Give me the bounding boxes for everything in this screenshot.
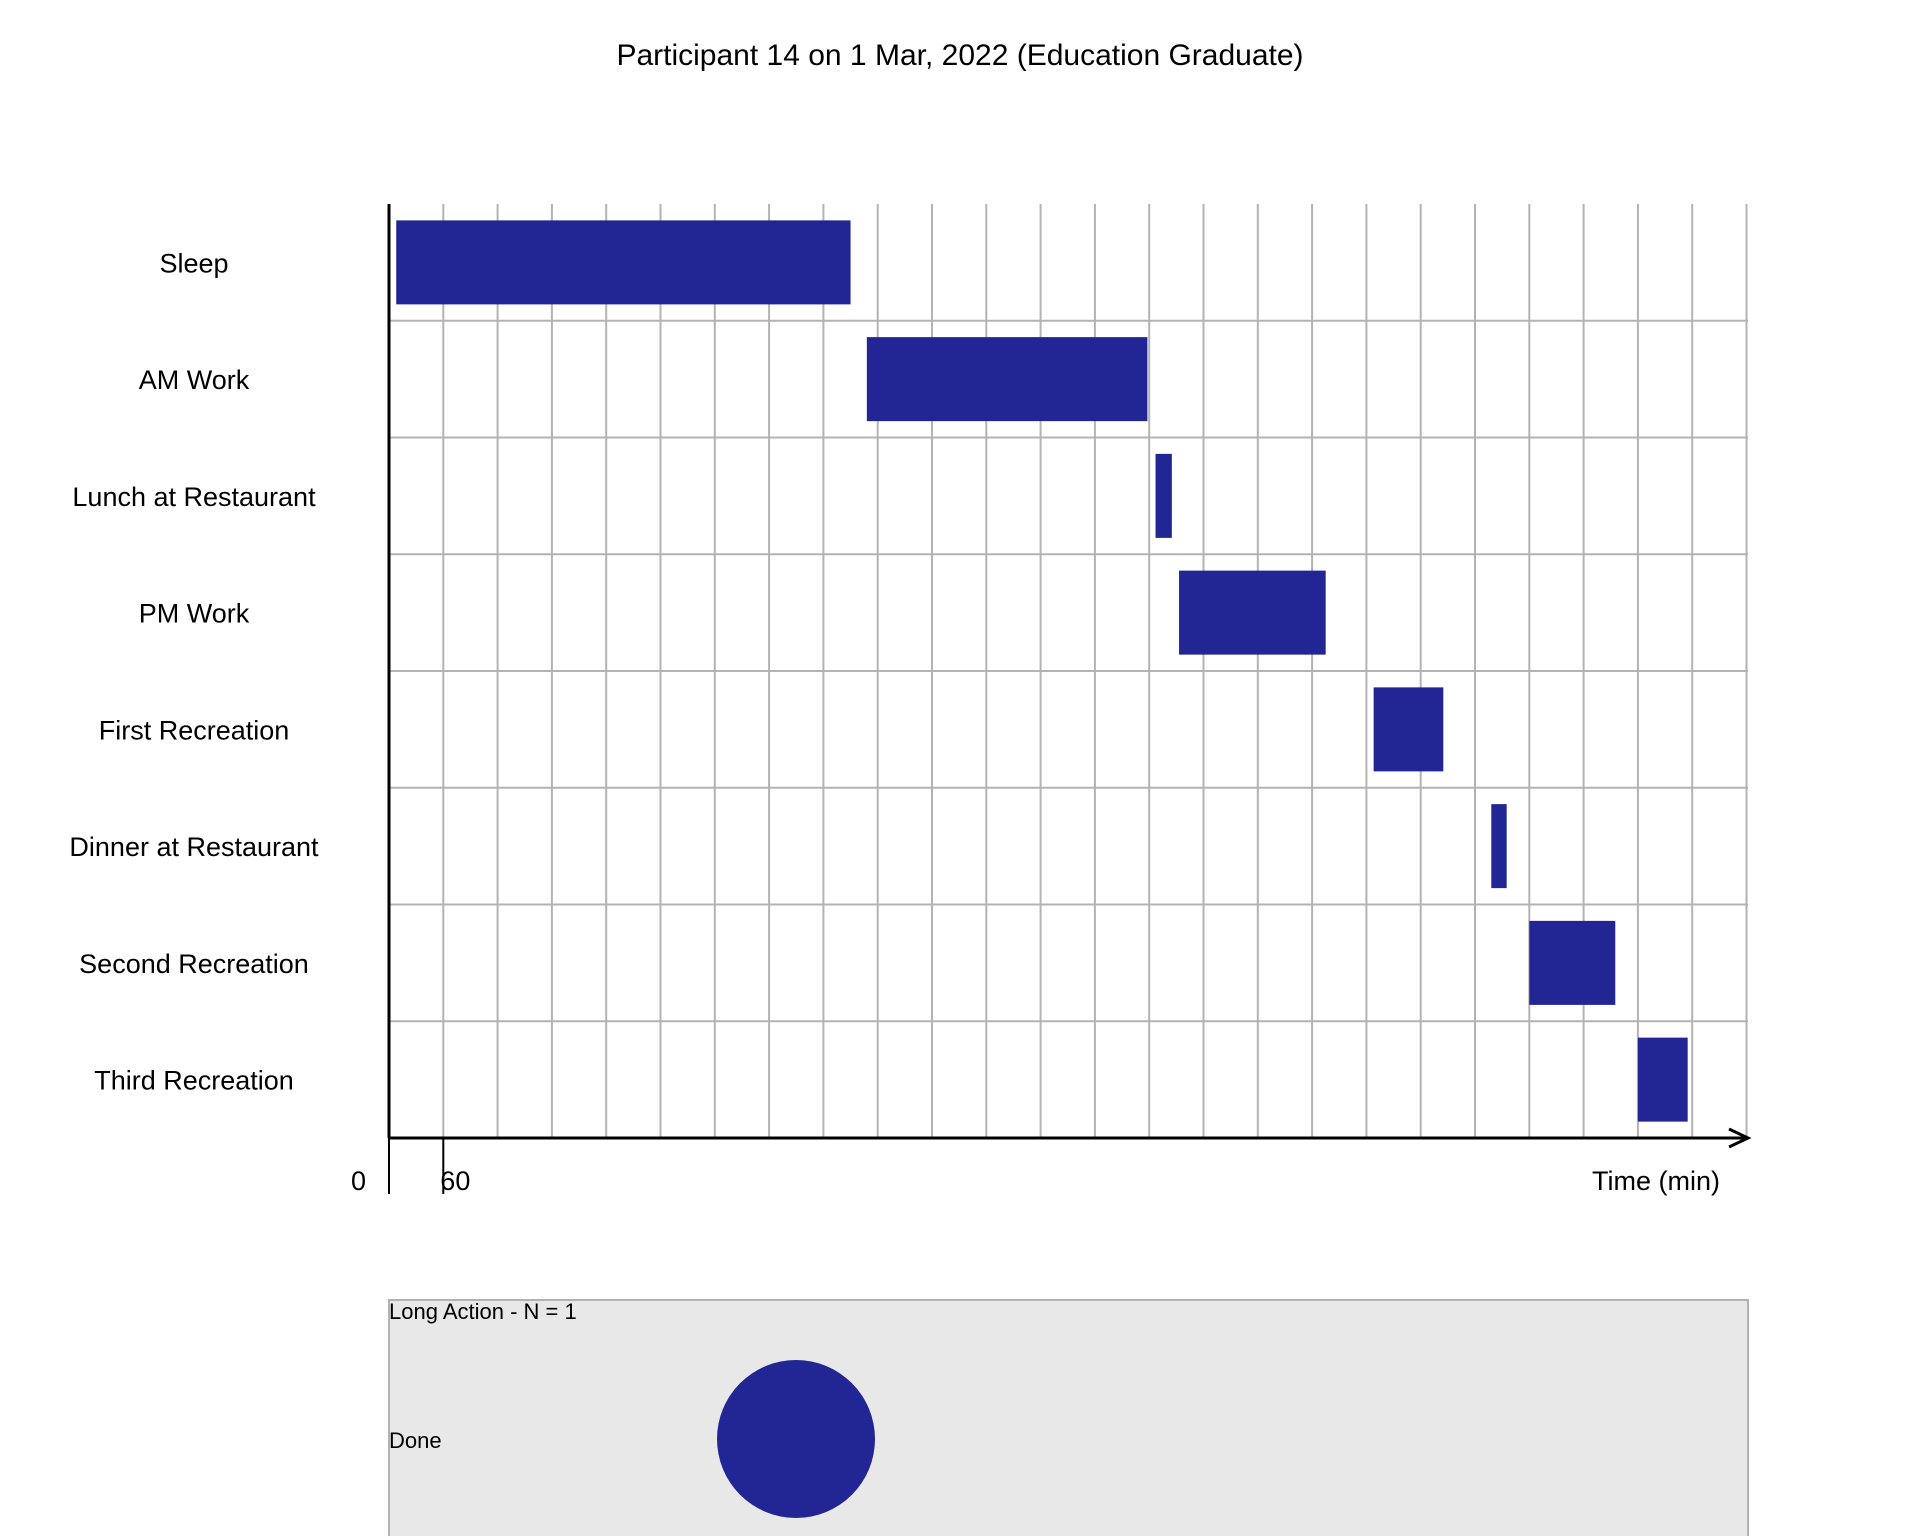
legend-entry-label: Done [389,1428,442,1453]
row-label: AM Work [139,365,250,395]
task-bar [1155,453,1172,538]
legend-header: Long Action - N = 1 [389,1299,577,1324]
x-axis-arrow [1728,1127,1752,1149]
row-label: First Recreation [99,715,290,745]
task-bar [396,220,851,305]
row-label: Dinner at Restaurant [69,832,319,862]
row-label: Second Recreation [79,949,309,979]
task-bar [1491,804,1507,889]
legend-entry-marker [717,1360,875,1518]
x-tick-label: 0 [351,1166,366,1196]
row-labels: Sleep AM Work Lunch at Restaurant PM Work Fi… [69,248,319,1095]
chart-title: Participant 14 on 1 Mar, 2022 (Education… [616,39,1303,72]
task-bar [1179,570,1326,655]
x-axis-label: Time (min) [1592,1166,1720,1196]
task-bar [1637,1037,1688,1122]
task-bar [1373,687,1444,772]
task-bar [1529,920,1616,1005]
row-label: PM Work [139,599,250,629]
legend-box [388,1299,1749,1536]
row-label: Lunch at Restaurant [72,482,316,512]
row-label: Sleep [159,248,228,278]
row-label: Third Recreation [94,1066,294,1096]
x-tick-label: 60 [440,1166,470,1196]
bars [396,220,1688,1122]
task-bar [866,337,1148,422]
x-ticks: 0 60 [351,1138,470,1196]
